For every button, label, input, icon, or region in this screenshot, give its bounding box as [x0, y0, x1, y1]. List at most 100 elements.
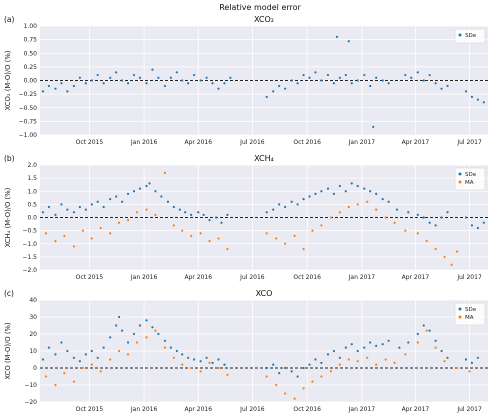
panel-2-sde-point — [208, 219, 211, 222]
panel-3-sde-point — [428, 329, 431, 332]
panel-1-sde-point — [476, 98, 479, 101]
panel-1-sde-point — [387, 82, 390, 85]
panel-2-y-tick-label: 1.5 — [27, 175, 37, 182]
panel-1-sde-point — [157, 76, 160, 79]
panel-2-sde-point — [47, 205, 51, 209]
panel-1-sde-point — [109, 76, 112, 79]
panel-3-legend-marker-sde — [458, 307, 462, 311]
panel-3-ma-point — [226, 373, 229, 376]
panel-2-ma-point — [181, 229, 184, 232]
panel-2-legend-marker-ma — [458, 180, 462, 184]
panel-3-sde-point — [314, 358, 317, 361]
panel-2-x-tick-label: Apr 2017 — [402, 274, 430, 281]
panel-1-sde-point — [338, 76, 341, 79]
panel-1-sde-point — [187, 82, 190, 85]
panel-2-ma-point — [347, 205, 350, 209]
panel-3-sde-point — [470, 361, 474, 364]
panel-3-ma-point — [311, 380, 314, 383]
panel-3-sde-point — [326, 353, 330, 356]
panel-3-ma-point — [284, 392, 287, 395]
panel-1-sde-point — [217, 87, 220, 90]
panel-1-sde-point — [41, 90, 45, 93]
panel-3-x-tick-label: Jul 2016 — [239, 406, 265, 413]
panel-3-sde-point — [151, 326, 154, 329]
panel-2-sde-point — [90, 203, 93, 206]
panel-3-y-tick-label: −20 — [24, 399, 37, 406]
panel-3-ma-point — [416, 341, 419, 344]
panel-3-ma-point — [72, 380, 76, 383]
panel-3-ma-point — [375, 363, 378, 366]
panel-1-sde-point — [84, 82, 87, 85]
panel-3-ma-point — [443, 360, 446, 363]
panel-2-legend-marker-sde — [458, 172, 462, 176]
panel-2-ma-point — [275, 237, 278, 240]
panel-3-sde-point — [118, 315, 121, 319]
panel-3-sde-point — [369, 341, 372, 344]
panel-2-y-tick-label: 2.0 — [27, 162, 37, 169]
panel-3-ma-point — [54, 383, 57, 387]
panel-2-sde-point — [109, 198, 112, 201]
panel-3-ma-point — [338, 363, 341, 366]
panel-2-sde-point — [290, 200, 293, 203]
panel-3-sde-point — [102, 346, 105, 349]
panel-2-ma-point — [302, 247, 305, 251]
panel-3-sde-point — [356, 349, 359, 353]
panel-3-sde-point — [434, 339, 437, 342]
panel-3-sde-point — [199, 360, 202, 363]
panel-3-sde-point — [205, 356, 208, 359]
panel-3-sde-point — [446, 356, 449, 359]
panel-3-ma-point — [356, 360, 359, 363]
panel-1-sde-point — [347, 40, 350, 43]
panel-1-x-tick-label: Apr 2016 — [184, 139, 212, 146]
panel-3-y-tick-label: 10 — [29, 348, 37, 355]
panel-2-ma-point — [393, 221, 396, 224]
panel-2-ma-point — [434, 247, 437, 251]
panel-3-ma-point — [320, 375, 323, 378]
panel-1-sde-point — [375, 76, 378, 79]
panel-3-sde-point — [109, 336, 112, 339]
panel-1-sde-point — [126, 82, 130, 85]
panel-3-sde-point — [47, 346, 51, 349]
panel-3-x-tick-label: Jul 2017 — [456, 406, 482, 413]
panel-1-y-tick-label: −0.25 — [19, 91, 38, 98]
panel-3-sde-point — [284, 366, 287, 370]
panel-2-sde-point — [375, 192, 378, 195]
panel-2-sde-point — [446, 211, 449, 214]
panel-2-sde-point — [416, 213, 419, 216]
panel-2-ma-point — [293, 234, 296, 237]
panel-2-ma-point — [450, 263, 453, 266]
panel-2-sde-point — [215, 216, 218, 219]
panel-3-sde-point — [332, 349, 336, 353]
panel-2-sde-point — [138, 187, 142, 190]
panel-3-ma-point — [81, 366, 84, 370]
panel-3-y-tick-label: 20 — [29, 331, 37, 338]
panel-1-sde-point — [470, 95, 474, 98]
panel-3-sde-point — [84, 353, 87, 356]
panel-2-y-tick-label: 0.5 — [27, 201, 37, 208]
panel-2-y-tick-label: −1.0 — [22, 241, 37, 248]
panel-1-title: XCO₂ — [254, 15, 274, 24]
panel-2-ma-point — [311, 229, 314, 232]
panel-2-sde-point — [190, 213, 193, 216]
panel-2-sde-point — [278, 203, 281, 206]
panel-1-sde-point — [138, 76, 142, 79]
panel-2-sde-point — [381, 198, 384, 201]
panel-2-sde-point — [284, 205, 287, 209]
panel-1-sde-point — [265, 95, 268, 98]
panel-1-legend-label-sde: SDe — [465, 33, 477, 39]
panel-3-ma-point — [425, 329, 428, 332]
panel-2-sde-point — [308, 195, 311, 198]
panel-3-sde-point — [96, 356, 99, 359]
panel-3-sde-point — [192, 358, 196, 361]
panel-3-ma-point — [118, 349, 121, 353]
panel-3-sde-point — [416, 332, 419, 336]
panel-3-sde-point — [157, 332, 160, 336]
panel-1-sde-point — [284, 87, 287, 90]
panel-3-x-tick-label: Oct 2015 — [76, 406, 104, 413]
panel-3-sde-point — [350, 343, 353, 346]
panel-2-sde-point — [145, 184, 148, 188]
panel-1-sde-point — [416, 71, 419, 74]
panel-3-sde-point — [422, 324, 425, 327]
panel-1-sde-point — [290, 79, 293, 82]
panel-2-sde-point — [369, 190, 372, 193]
